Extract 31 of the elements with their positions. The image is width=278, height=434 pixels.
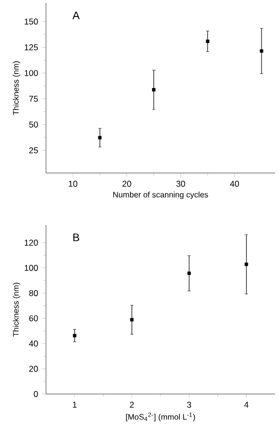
y-tick-label: 125 [24,44,38,50]
y-tick-label: 25 [29,147,38,154]
x-tick-label: 1 [72,402,77,408]
x-tick-label: 20 [122,180,132,187]
annotation: A [72,12,80,20]
x-tick-label: 2 [130,402,134,408]
y-tick-label: 75 [29,96,38,102]
y-tick-label: 20 [29,366,38,372]
x-tick-label: 3 [187,402,192,408]
point [187,272,191,275]
point [206,40,210,44]
y-tick-label: 100 [24,70,38,76]
y-tick-label: 150 [24,18,38,25]
y-tick-label: 120 [24,240,38,246]
point [130,318,134,322]
point [72,334,76,338]
y-tick-label: 60 [29,315,38,322]
annotation: B [73,234,80,242]
point [244,262,248,266]
y-tick-label: 40 [28,340,38,347]
y-tick-label: 80 [29,290,38,296]
y-tick-label: 50 [29,122,38,128]
x-tick-label: 40 [230,180,239,187]
x-tick-label: 4 [244,402,248,408]
x-tick-label: 30 [176,180,186,187]
x-tick-label: 10 [68,180,78,187]
y-tick-label: 100 [24,264,38,271]
y-tick-label: 0 [34,391,38,397]
point [260,49,264,53]
point [152,88,156,92]
point [98,136,102,140]
